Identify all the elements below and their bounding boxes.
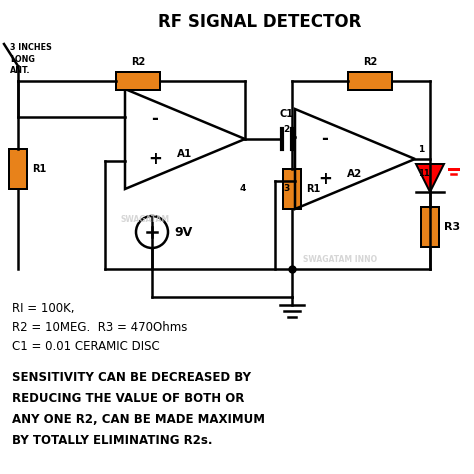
Bar xyxy=(116,72,160,90)
Text: REDUCING THE VALUE OF BOTH OR: REDUCING THE VALUE OF BOTH OR xyxy=(12,392,245,405)
Text: SWAGATAM: SWAGATAM xyxy=(120,215,170,224)
Text: A2: A2 xyxy=(347,169,363,179)
Text: R2 = 10MEG.  R3 = 470Ohms: R2 = 10MEG. R3 = 470Ohms xyxy=(12,321,187,334)
Text: SWAGATAM INNO: SWAGATAM INNO xyxy=(303,255,377,264)
Text: R1: R1 xyxy=(32,164,46,174)
Text: +: + xyxy=(318,170,332,188)
Text: R2: R2 xyxy=(363,57,377,67)
Text: SENSITIVITY CAN BE DECREASED BY: SENSITIVITY CAN BE DECREASED BY xyxy=(12,371,251,384)
Bar xyxy=(9,149,27,189)
Text: 3 INCHES
LONG
ANT.: 3 INCHES LONG ANT. xyxy=(10,44,52,74)
Bar xyxy=(283,169,301,209)
Text: R1: R1 xyxy=(306,184,320,194)
Text: 2: 2 xyxy=(284,125,290,134)
Text: -: - xyxy=(152,110,158,128)
Text: 9V: 9V xyxy=(174,226,192,238)
Text: R3: R3 xyxy=(444,222,460,232)
Text: RI = 100K,: RI = 100K, xyxy=(12,302,74,315)
Text: C1 = 0.01 CERAMIC DISC: C1 = 0.01 CERAMIC DISC xyxy=(12,340,160,353)
Text: C1: C1 xyxy=(280,109,294,119)
Text: 3: 3 xyxy=(284,184,290,193)
Polygon shape xyxy=(416,164,444,192)
Text: A1: A1 xyxy=(177,149,192,159)
Text: RF SIGNAL DETECTOR: RF SIGNAL DETECTOR xyxy=(158,13,362,31)
Bar xyxy=(421,207,439,247)
Text: +: + xyxy=(148,150,162,168)
Text: ANY ONE R2, CAN BE MADE MAXIMUM: ANY ONE R2, CAN BE MADE MAXIMUM xyxy=(12,413,265,426)
Text: R2: R2 xyxy=(131,57,145,67)
Text: BY TOTALLY ELIMINATING R2s.: BY TOTALLY ELIMINATING R2s. xyxy=(12,434,212,447)
Text: 4: 4 xyxy=(240,184,246,193)
Text: 1: 1 xyxy=(418,145,424,154)
Text: 11: 11 xyxy=(418,169,430,178)
Bar xyxy=(348,72,392,90)
Text: -: - xyxy=(321,130,328,148)
